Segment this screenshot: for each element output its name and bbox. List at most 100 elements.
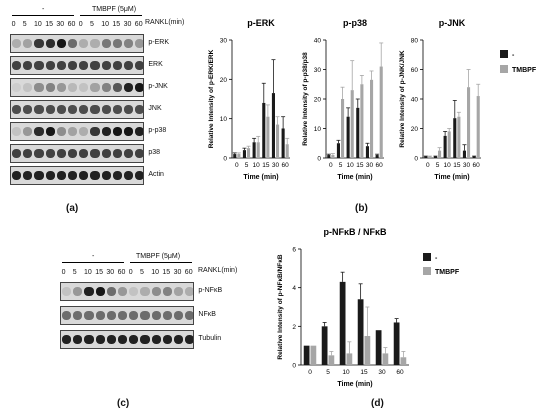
blot-a-band xyxy=(56,127,66,136)
x-tick-label: 10 xyxy=(342,369,350,376)
blot-c-band xyxy=(62,287,72,296)
blot-a-band xyxy=(23,83,33,92)
blot-c-band xyxy=(162,335,172,344)
blot-a-band xyxy=(79,149,89,158)
bar-tmbpf xyxy=(370,79,374,158)
panel-a-label: (a) xyxy=(66,203,79,214)
x-tick-label: 60 xyxy=(282,162,290,169)
bar-tmbpf xyxy=(350,90,354,158)
blot-c-band xyxy=(185,335,194,344)
bar-tmbpf xyxy=(276,124,280,158)
blot-a-blot-row xyxy=(10,56,145,75)
y-tick-label: 20 xyxy=(220,77,228,84)
blot-c-minus-label: - xyxy=(92,253,95,260)
blot-c-band xyxy=(95,311,105,320)
blot-a-band xyxy=(90,61,100,70)
blot-a-band xyxy=(45,105,55,114)
blot-a-band xyxy=(56,105,66,114)
bar-control xyxy=(433,156,437,158)
blot-a-row-label: p-p38 xyxy=(148,126,167,134)
legend-b-control-swatch xyxy=(500,50,508,58)
blot-a-time-label: 15 xyxy=(112,21,121,28)
blot-c-band xyxy=(151,287,161,296)
x-tick-label: 15 xyxy=(453,162,461,169)
blot-c-band xyxy=(118,287,128,296)
x-tick-label: 10 xyxy=(253,162,261,169)
blot-a-band xyxy=(23,105,33,114)
blot-a-time-label: 60 xyxy=(134,21,143,28)
blot-a-band xyxy=(12,61,22,70)
x-tick-label: 10 xyxy=(347,162,355,169)
blot-a-band xyxy=(56,171,66,180)
blot-a-band xyxy=(112,83,122,92)
blot-c-band xyxy=(73,311,83,320)
blot-a-band xyxy=(34,171,44,180)
bar-tmbpf xyxy=(310,345,317,365)
y-tick-label: 2 xyxy=(292,324,296,331)
blot-c-band xyxy=(84,335,94,344)
blot-c-band xyxy=(151,335,161,344)
legend-b-tmbpf-text: TMBPF xyxy=(512,67,537,74)
y-tick-label: 20 xyxy=(411,126,419,133)
blot-a-band xyxy=(12,39,22,48)
x-tick-label: 0 xyxy=(329,162,333,169)
blot-a-band xyxy=(112,171,122,180)
blot-a-band xyxy=(56,83,66,92)
blot-c-time-label: 15 xyxy=(162,269,171,276)
x-tick-label: 0 xyxy=(308,369,312,376)
blot-a-band xyxy=(56,39,66,48)
blot-a-time-label: 60 xyxy=(67,21,76,28)
blot-a-band xyxy=(34,83,44,92)
bar-control xyxy=(233,154,237,158)
blot-a-band xyxy=(124,105,134,114)
bar-tmbpf xyxy=(438,150,442,158)
y-tick-label: 30 xyxy=(314,67,322,74)
x-tick-label: 5 xyxy=(245,162,249,169)
blot-a-time-label: 30 xyxy=(56,21,65,28)
bar-control xyxy=(472,156,476,158)
blot-c-blot-row xyxy=(60,330,195,349)
chart-title: p-JNK xyxy=(439,18,466,28)
bar-tmbpf xyxy=(467,87,471,158)
x-tick-label: 15 xyxy=(262,162,270,169)
x-axis-label: Time (min) xyxy=(434,174,469,181)
blot-a-row-label: Actin xyxy=(148,170,164,178)
blot-a-band xyxy=(124,149,134,158)
blot-c-band xyxy=(185,287,194,296)
y-axis-label: Relative Intensity of p-ERK/ERK xyxy=(208,49,215,148)
legend-d-control-swatch xyxy=(423,253,431,261)
blot-a-band xyxy=(135,83,144,92)
blot-a-band xyxy=(23,127,33,136)
bar-tmbpf xyxy=(256,142,260,158)
blot-a-band xyxy=(135,149,144,158)
blot-a-band xyxy=(34,149,44,158)
blot-c-band xyxy=(174,335,184,344)
blot-a-blot-row xyxy=(10,122,145,141)
blot-a-band xyxy=(101,105,111,114)
blot-c-band xyxy=(174,287,184,296)
y-axis-label: Relative Intensity of p-JNK/JNK xyxy=(399,50,406,147)
legend-d-tmbpf-text: TMBPF xyxy=(435,269,460,276)
blot-c-band xyxy=(129,335,139,344)
y-tick-label: 60 xyxy=(411,67,419,74)
blot-c-band xyxy=(174,311,184,320)
y-tick-label: 20 xyxy=(314,97,322,104)
blot-a-time-label: 30 xyxy=(123,21,132,28)
blot-a-band xyxy=(101,39,111,48)
blot-a-band xyxy=(68,39,78,48)
bar-control xyxy=(271,93,275,158)
blot-a-blot-row xyxy=(10,166,145,185)
blot-a-band xyxy=(68,105,78,114)
blot-a-band xyxy=(135,39,144,48)
blot-a-band xyxy=(90,83,100,92)
blot-a-band xyxy=(79,171,89,180)
blot-a-band xyxy=(45,171,55,180)
blot-a-band xyxy=(56,149,66,158)
x-tick-label: 30 xyxy=(272,162,280,169)
blot-c-band xyxy=(118,311,128,320)
blot-a-band xyxy=(124,127,134,136)
blot-a-band xyxy=(101,171,111,180)
blot-c-band xyxy=(140,287,150,296)
blot-a-band xyxy=(34,39,44,48)
